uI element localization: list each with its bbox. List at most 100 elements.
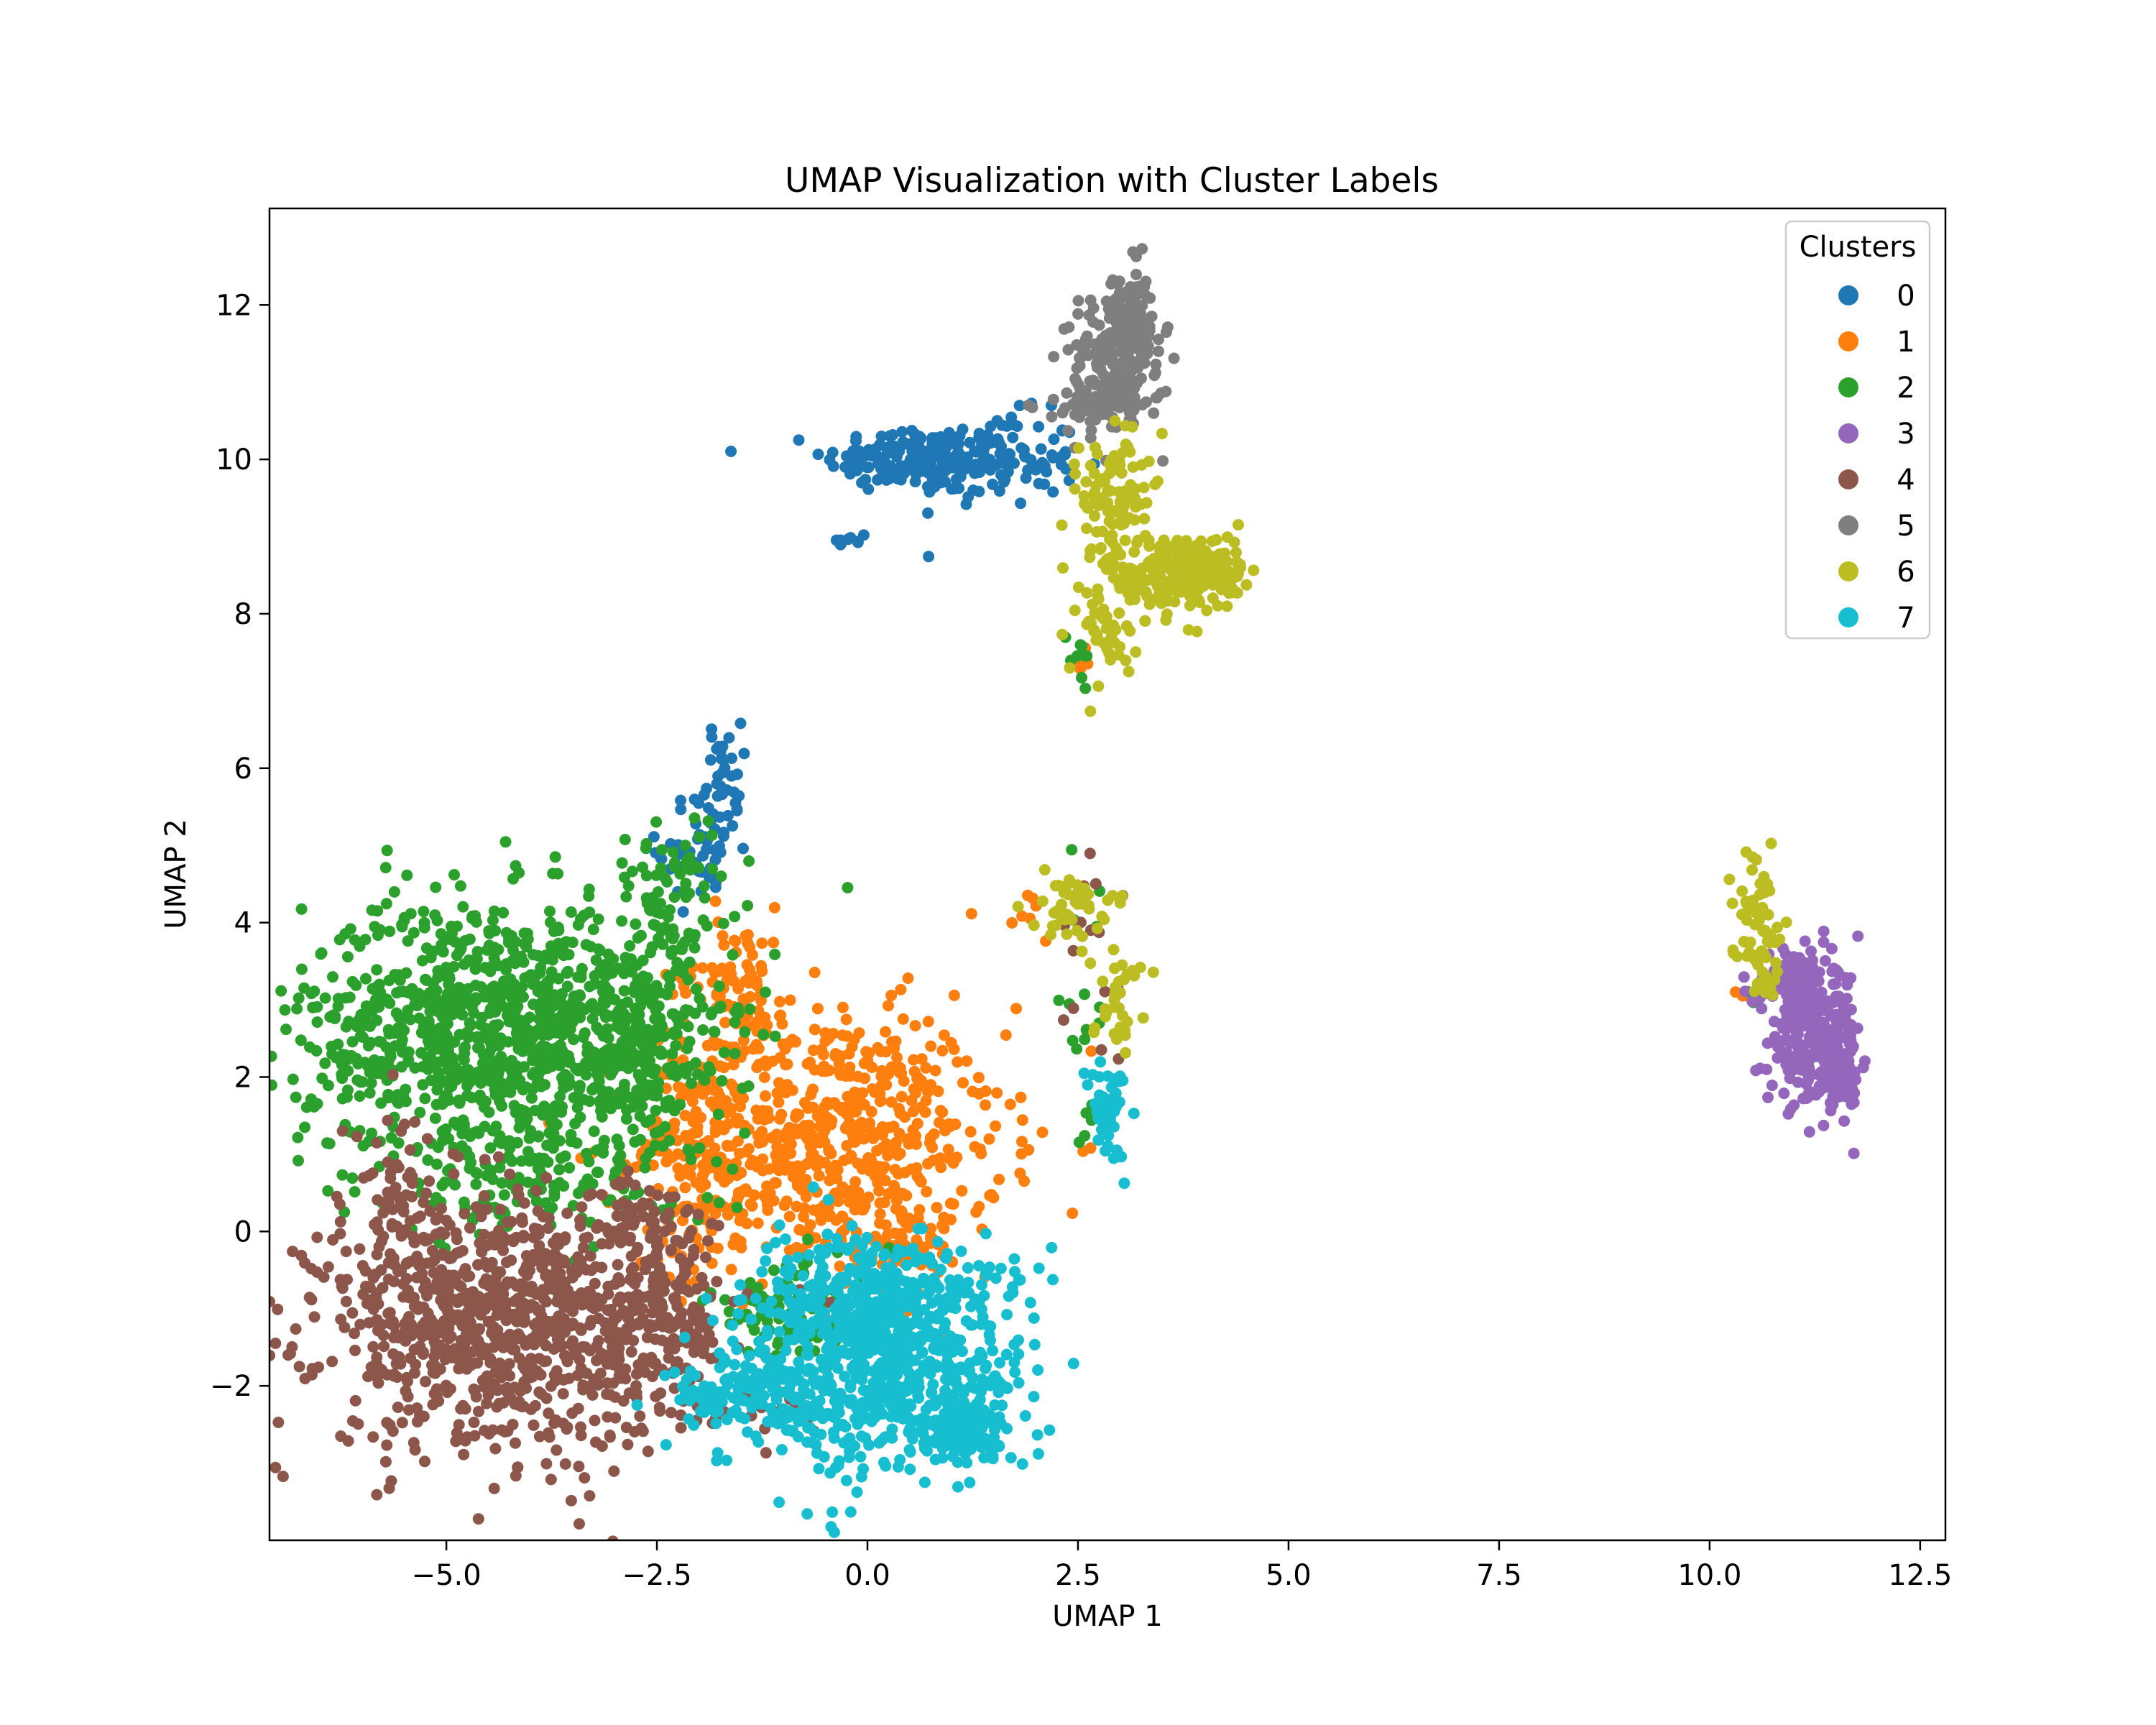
data-point-cluster-4 <box>458 1267 469 1279</box>
data-point-cluster-0 <box>1055 459 1067 471</box>
data-point-cluster-3 <box>1790 1027 1802 1039</box>
data-point-cluster-4 <box>428 1266 440 1279</box>
data-point-cluster-1 <box>812 1155 824 1167</box>
data-point-cluster-2 <box>402 1056 415 1067</box>
data-point-cluster-1 <box>709 1208 722 1220</box>
data-point-cluster-2 <box>464 1131 476 1143</box>
data-point-cluster-4 <box>384 1307 396 1319</box>
data-point-cluster-2 <box>422 1154 434 1166</box>
data-point-cluster-2 <box>525 969 537 981</box>
data-point-cluster-4 <box>591 1300 604 1312</box>
data-point-cluster-4 <box>524 1264 536 1276</box>
data-point-cluster-4 <box>643 1322 655 1335</box>
data-point-cluster-2 <box>524 1011 535 1024</box>
data-point-cluster-2 <box>632 983 645 995</box>
data-point-cluster-4 <box>488 1321 500 1333</box>
data-point-cluster-0 <box>1047 451 1059 464</box>
data-point-cluster-2 <box>668 861 681 873</box>
data-point-cluster-0 <box>1048 433 1060 446</box>
data-point-cluster-4 <box>354 1243 366 1255</box>
data-point-cluster-4 <box>403 1404 415 1416</box>
data-point-cluster-4 <box>415 1270 426 1282</box>
data-point-cluster-1 <box>801 1158 813 1170</box>
data-point-cluster-4 <box>694 1321 706 1333</box>
data-point-cluster-1 <box>735 1167 747 1179</box>
data-point-cluster-2 <box>498 1189 510 1201</box>
data-point-cluster-0 <box>936 460 948 472</box>
data-point-cluster-4 <box>451 1297 464 1308</box>
data-point-cluster-1 <box>785 1147 797 1159</box>
data-point-cluster-1 <box>841 1030 853 1042</box>
data-point-cluster-2 <box>694 1142 706 1154</box>
data-point-cluster-4 <box>311 1231 323 1243</box>
data-point-cluster-2 <box>421 1052 433 1064</box>
data-point-cluster-4 <box>512 1461 524 1473</box>
data-point-cluster-2 <box>430 985 443 997</box>
data-point-cluster-4 <box>646 1292 658 1304</box>
data-point-cluster-3 <box>1852 930 1864 942</box>
data-point-cluster-1 <box>857 1087 868 1099</box>
data-point-cluster-2 <box>729 911 741 923</box>
data-point-cluster-4 <box>540 1172 553 1184</box>
data-point-cluster-4 <box>651 1251 663 1263</box>
data-point-cluster-2 <box>553 1135 566 1147</box>
data-point-cluster-2 <box>443 1045 455 1057</box>
data-point-cluster-0 <box>844 532 857 544</box>
data-point-cluster-2 <box>621 1104 632 1116</box>
data-point-cluster-2 <box>591 1021 603 1034</box>
data-point-cluster-2 <box>680 891 692 903</box>
data-point-cluster-2 <box>567 995 579 1008</box>
data-point-cluster-1 <box>740 1146 752 1158</box>
data-point-cluster-5 <box>1079 334 1092 346</box>
data-point-cluster-2 <box>713 980 725 993</box>
data-point-cluster-0 <box>1036 456 1049 469</box>
data-point-cluster-1 <box>770 1128 783 1141</box>
data-point-cluster-2 <box>649 1139 661 1151</box>
data-point-cluster-5 <box>1087 374 1100 387</box>
data-point-cluster-2 <box>591 1144 603 1156</box>
data-point-cluster-2 <box>446 1062 459 1075</box>
data-point-cluster-5 <box>1148 407 1160 419</box>
data-point-cluster-2 <box>349 934 361 946</box>
data-point-cluster-2 <box>731 1202 743 1213</box>
data-point-cluster-1 <box>719 1016 732 1029</box>
data-point-cluster-1 <box>980 1099 992 1111</box>
data-point-cluster-4 <box>536 1261 548 1274</box>
data-point-cluster-4 <box>517 1216 528 1228</box>
data-point-cluster-2 <box>436 1098 448 1110</box>
data-point-cluster-1 <box>844 1061 856 1073</box>
data-point-cluster-4 <box>379 1455 392 1468</box>
data-point-cluster-0 <box>648 831 660 843</box>
data-point-cluster-5 <box>1168 352 1180 364</box>
data-point-cluster-6 <box>1139 586 1151 598</box>
data-point-cluster-5 <box>1074 359 1086 372</box>
data-point-cluster-4 <box>361 1297 373 1310</box>
data-point-cluster-4 <box>661 1312 673 1324</box>
data-point-cluster-4 <box>392 1264 405 1276</box>
data-point-cluster-4 <box>326 1356 338 1368</box>
data-point-cluster-2 <box>445 920 457 932</box>
data-point-cluster-5 <box>1149 367 1161 379</box>
data-point-cluster-2 <box>443 978 455 990</box>
data-point-cluster-3 <box>1818 936 1830 948</box>
data-point-cluster-1 <box>819 1027 831 1039</box>
data-point-cluster-2 <box>613 1095 625 1108</box>
data-point-cluster-1 <box>862 1054 874 1066</box>
data-point-cluster-0 <box>1035 443 1047 455</box>
data-point-cluster-2 <box>380 898 392 910</box>
data-point-cluster-0 <box>1007 431 1019 443</box>
data-point-cluster-0 <box>725 446 737 457</box>
data-point-cluster-4 <box>661 1208 673 1220</box>
data-point-cluster-5 <box>1058 323 1070 335</box>
data-point-cluster-4 <box>417 1348 429 1360</box>
data-point-cluster-3 <box>1818 925 1830 937</box>
data-point-cluster-2 <box>483 1106 495 1118</box>
data-point-cluster-2 <box>553 1177 566 1189</box>
data-point-cluster-2 <box>453 1097 466 1109</box>
data-point-cluster-0 <box>717 767 729 779</box>
data-point-cluster-4 <box>514 1385 526 1397</box>
data-point-cluster-4 <box>512 1183 524 1195</box>
data-point-cluster-1 <box>901 1133 913 1145</box>
data-point-cluster-3 <box>1815 986 1828 998</box>
data-point-cluster-2 <box>360 972 372 985</box>
